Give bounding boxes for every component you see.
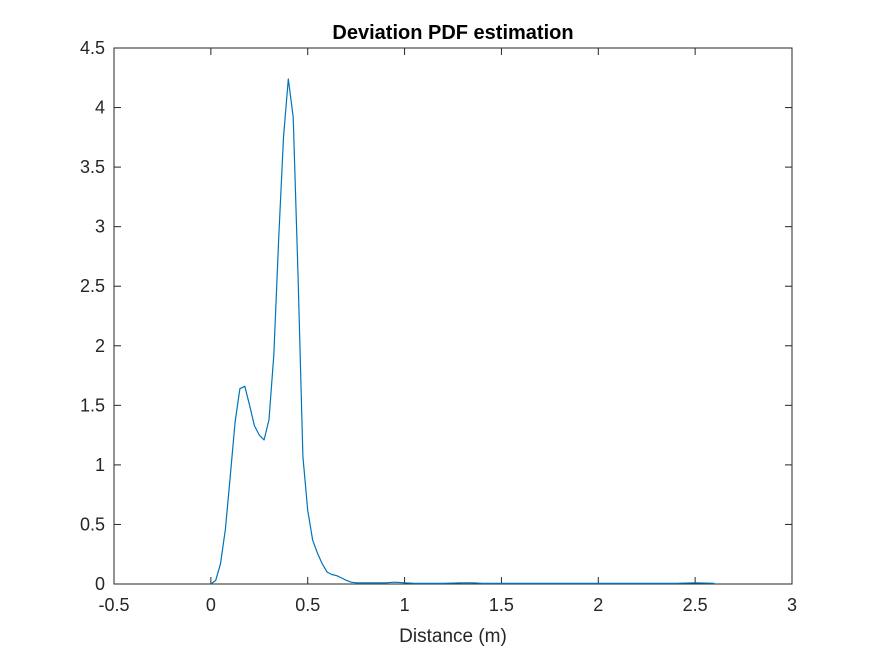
plot-area: -0.5 0 0.5 1 1.5 2 2.5 300.511.522.533.544.5	[80, 38, 797, 615]
axes-box	[113, 47, 793, 585]
y-tick-label: 4	[95, 98, 105, 118]
y-tick-label: 0	[95, 574, 105, 594]
y-tick-label: 2.5	[80, 276, 105, 296]
y-tick-label: 2	[95, 336, 105, 356]
x-tick-label: 1	[400, 595, 410, 615]
y-tick-label: 3	[95, 217, 105, 237]
series-line	[210, 78, 715, 585]
x-tick-label: 2.5	[683, 595, 708, 615]
y-tick-label: 1.5	[80, 395, 105, 415]
x-axis-label: Distance (m)	[399, 626, 507, 647]
chart-title: Deviation PDF estimation	[332, 22, 573, 44]
x-tick-label: 3	[787, 595, 797, 615]
x-tick-label: -0.5	[98, 595, 129, 615]
x-tick-label: 0.5	[295, 595, 320, 615]
y-tick-label: 0.5	[80, 514, 105, 534]
x-tick-label: 1.5	[489, 595, 514, 615]
x-tick-label: 2	[593, 595, 603, 615]
x-tick-label: 0	[206, 595, 216, 615]
y-tick-label: 4.5	[80, 38, 105, 58]
y-tick-label: 1	[95, 455, 105, 475]
y-tick-label: 3.5	[80, 157, 105, 177]
